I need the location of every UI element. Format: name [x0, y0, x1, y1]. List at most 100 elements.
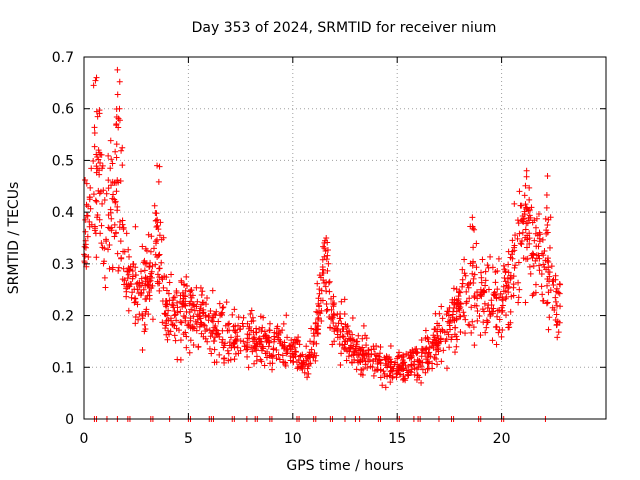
data-point	[400, 353, 407, 360]
data-point	[105, 211, 112, 218]
data-point	[187, 317, 194, 324]
data-point	[518, 237, 525, 244]
data-point	[118, 254, 125, 261]
data-point	[408, 349, 415, 356]
data-point	[167, 315, 174, 322]
data-point	[443, 311, 450, 318]
data-point	[471, 302, 478, 309]
data-point	[117, 238, 124, 245]
data-point	[436, 322, 443, 329]
data-point	[422, 350, 429, 357]
data-point	[336, 341, 343, 348]
data-point	[432, 326, 439, 333]
data-point	[147, 248, 154, 255]
data-point	[349, 359, 356, 366]
data-point	[526, 217, 533, 224]
data-point	[101, 245, 108, 252]
data-point	[152, 261, 159, 268]
data-point	[94, 113, 101, 120]
data-point	[282, 361, 289, 368]
data-point	[234, 344, 241, 351]
data-point	[435, 348, 442, 355]
data-point	[176, 327, 183, 334]
data-point	[244, 320, 251, 327]
data-point	[143, 306, 150, 313]
data-point	[112, 148, 119, 155]
data-point	[105, 177, 112, 184]
data-point	[511, 200, 518, 207]
data-point	[510, 284, 517, 291]
data-point	[145, 281, 152, 288]
data-point	[114, 250, 121, 257]
data-point	[265, 343, 272, 350]
data-point	[481, 300, 488, 307]
data-point	[118, 147, 125, 154]
x-tick-label: 10	[284, 431, 302, 447]
data-point	[547, 214, 554, 221]
data-point	[163, 287, 170, 294]
data-point	[536, 235, 543, 242]
data-point	[111, 221, 118, 228]
data-point	[321, 279, 328, 286]
y-tick-label: 0.4	[52, 205, 74, 221]
data-point	[153, 240, 159, 247]
data-point	[543, 191, 550, 198]
data-point	[231, 356, 238, 363]
data-point	[208, 329, 215, 336]
data-point	[155, 178, 162, 185]
data-point	[532, 289, 539, 296]
data-point	[183, 344, 190, 351]
data-point	[121, 281, 128, 288]
data-point	[182, 317, 189, 324]
data-point	[259, 324, 266, 331]
data-point	[255, 336, 262, 343]
data-point	[116, 117, 123, 124]
data-point	[84, 212, 91, 219]
data-point	[535, 210, 542, 217]
data-point	[331, 312, 338, 319]
data-point	[507, 275, 514, 282]
data-point	[471, 271, 478, 278]
data-point	[155, 252, 162, 259]
data-point	[97, 188, 104, 195]
data-point	[387, 343, 394, 350]
data-point	[198, 330, 205, 337]
data-point	[443, 365, 450, 372]
data-point	[493, 294, 500, 301]
data-point	[477, 292, 484, 299]
data-point	[165, 307, 172, 314]
data-point	[115, 264, 122, 271]
data-point	[445, 331, 452, 338]
data-point	[487, 253, 494, 260]
data-point	[492, 290, 499, 297]
data-point	[532, 257, 539, 264]
data-point	[522, 299, 529, 306]
data-point	[512, 262, 519, 269]
data-point	[375, 359, 382, 366]
data-point	[373, 353, 380, 360]
data-point	[253, 357, 260, 364]
data-point	[531, 237, 538, 244]
data-point	[215, 318, 222, 325]
data-point	[99, 165, 106, 172]
data-point	[127, 263, 134, 270]
data-point	[138, 268, 145, 275]
data-point	[92, 225, 99, 232]
data-point	[453, 343, 460, 350]
data-point	[424, 359, 431, 366]
data-point	[138, 275, 145, 282]
data-point	[90, 82, 97, 89]
data-point	[546, 314, 553, 321]
data-point	[437, 336, 444, 343]
data-point	[510, 292, 517, 299]
data-point	[515, 294, 522, 301]
data-point	[132, 299, 139, 306]
data-point	[128, 294, 135, 301]
data-point	[219, 327, 226, 334]
plot-frame	[83, 56, 607, 420]
data-point	[454, 336, 461, 343]
data-point	[228, 334, 235, 341]
data-point	[211, 337, 218, 344]
data-point	[370, 346, 377, 353]
data-point	[553, 311, 560, 318]
